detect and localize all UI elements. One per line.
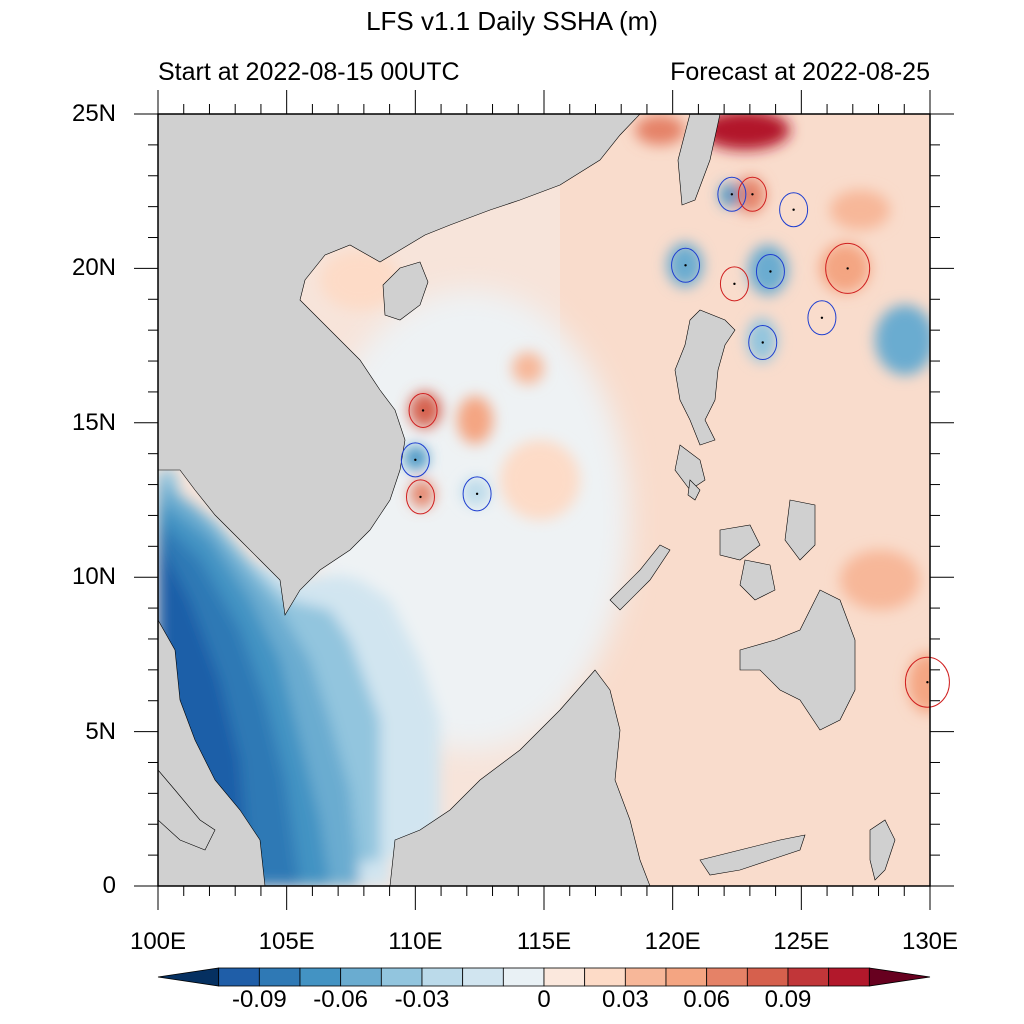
anticyclonic-eddy-6 (825, 242, 871, 294)
cyclonic-eddy-8 (748, 325, 778, 361)
lat-label: 15N (71, 408, 116, 436)
colorbar (157, 967, 931, 987)
colorbar-swatch-3 (299, 967, 342, 987)
colorbar-label: 0.06 (683, 986, 731, 1013)
colorbar-label: -0.06 (313, 986, 368, 1013)
anticyclonic-eddy-9 (408, 392, 438, 428)
eddy-center-0 (730, 193, 734, 196)
colorbar-swatch-16 (828, 967, 870, 987)
eddy-center-6 (846, 267, 849, 270)
cyclonic-eddy-12 (462, 476, 492, 512)
colorbar-swatch-15 (787, 967, 830, 987)
colorbar-swatch-14 (746, 967, 789, 987)
eddy-center-12 (475, 492, 479, 496)
colorbar-swatch-9 (543, 967, 586, 987)
cyclonic-eddy-5 (755, 253, 785, 289)
lon-label: 100E (129, 928, 187, 955)
land-sulawesi-north (699, 834, 806, 876)
land-palawan (609, 544, 671, 611)
lat-label: 0 (102, 872, 116, 899)
lon-label: 130E (901, 928, 959, 955)
eddy-center-4 (733, 282, 736, 286)
land-mindoro (674, 444, 706, 491)
land-sumatra-tip (158, 769, 216, 851)
colorbar-swatch-12 (665, 967, 708, 987)
anticyclonic-eddy-11 (405, 479, 435, 515)
land-samar (784, 499, 816, 561)
eddy-center-11 (419, 495, 422, 499)
lon-label: 110E (388, 928, 443, 955)
eddy-center-7 (820, 316, 824, 320)
lat-label: 5N (85, 717, 116, 745)
land-panay (719, 524, 761, 561)
colorbar-label: 0.03 (601, 986, 649, 1013)
anomaly-blobs (320, 114, 930, 713)
colorbar-swatch-6 (421, 967, 464, 987)
colorbar-label: 0 (537, 986, 551, 1013)
lat-label: 10N (71, 563, 116, 591)
land-luzon (674, 309, 736, 446)
lat-label: 25N (71, 100, 116, 127)
colorbar-label: 0.09 (764, 986, 812, 1013)
cyclonic-eddy-3 (671, 247, 701, 283)
colorbar-swatch-1 (218, 967, 260, 987)
colorbar-swatch-8 (502, 967, 545, 987)
colorbar-swatch-4 (340, 967, 382, 987)
cyclonic-eddy-10 (400, 442, 430, 478)
anticyclonic-eddy-1 (737, 176, 767, 212)
land-mindanao (739, 589, 856, 731)
axis-ticks (134, 90, 954, 910)
lon-label: 105E (258, 928, 315, 955)
colorbar-swatch-5 (380, 967, 423, 987)
anticyclonic-eddy-4 (719, 266, 749, 302)
lon-label: 125E (773, 928, 830, 955)
anticyclonic-eddy-13 (904, 656, 950, 708)
colorbar-label: -0.03 (394, 986, 450, 1013)
cyclonic-eddy-0 (717, 176, 747, 212)
land-taiwan (677, 114, 721, 206)
colorbar-swatch-0 (157, 967, 220, 987)
eddy-center-13 (926, 680, 929, 684)
colorbar-swatch-17 (868, 967, 931, 987)
land-negros (739, 559, 776, 601)
forecast-time-label: Forecast at 2022-08-25 (670, 58, 930, 86)
colorbar-swatch-13 (706, 967, 748, 987)
land-borneo (389, 669, 651, 886)
eddy-markers (400, 176, 950, 708)
colorbar-swatch-11 (624, 967, 667, 987)
lon-label: 115E (516, 928, 572, 955)
land-masses (158, 114, 896, 886)
colorbar-swatch-2 (258, 967, 301, 987)
land-halmahera (869, 819, 896, 881)
land-hainan (382, 261, 429, 321)
eddy-center-9 (421, 409, 425, 412)
eddy-center-2 (792, 208, 795, 211)
start-time-label: Start at 2022-08-15 00UTC (158, 58, 460, 86)
land-tiny-island (687, 479, 701, 501)
map-title: LFS v1.1 Daily SSHA (m) (366, 6, 658, 36)
lat-label: 20N (71, 254, 116, 282)
lon-label: 120E (644, 928, 701, 955)
eddy-center-1 (751, 193, 754, 196)
eddy-center-3 (684, 264, 687, 267)
eddy-center-10 (414, 458, 417, 462)
colorbar-label: -0.09 (231, 986, 287, 1013)
eddy-center-5 (769, 270, 772, 273)
cyclonic-eddy-2 (779, 192, 809, 228)
colorbar-swatch-10 (584, 967, 626, 987)
land-mainland-asia (158, 114, 641, 616)
cyclonic-eddy-7 (807, 300, 837, 336)
eddy-center-8 (761, 341, 764, 344)
colorbar-swatch-7 (462, 967, 504, 987)
